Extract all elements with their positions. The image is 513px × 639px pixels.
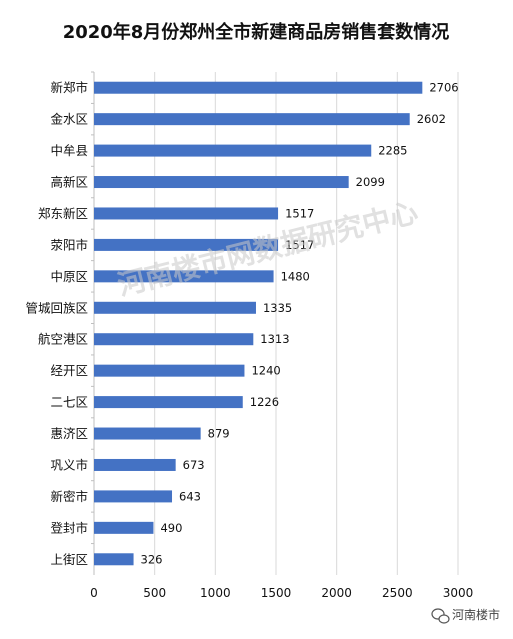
bar xyxy=(94,301,256,314)
category-label: 二七区 xyxy=(50,395,88,410)
chart-title: 2020年8月份郑州全市新建商品房销售套数情况 xyxy=(63,21,450,43)
data-label: 1226 xyxy=(250,395,279,409)
x-tick-label: 3000 xyxy=(443,586,474,600)
bar xyxy=(94,458,176,471)
bar xyxy=(94,490,173,503)
footer-logo: 河南楼市 xyxy=(431,607,500,624)
category-label: 高新区 xyxy=(50,175,88,190)
x-tick-label: 500 xyxy=(143,586,166,600)
x-tick-label: 2500 xyxy=(382,586,413,600)
category-label: 巩义市 xyxy=(50,457,88,472)
bar xyxy=(94,553,134,566)
bar xyxy=(94,396,243,409)
data-label: 326 xyxy=(141,552,163,566)
category-label: 新密市 xyxy=(50,489,88,504)
bars: 2706 2602 2285 2099 1517 1517 1480 1335 1313 1240… xyxy=(94,81,459,566)
bar xyxy=(94,144,372,157)
bar xyxy=(94,427,201,440)
category-label: 郑东新区 xyxy=(38,206,88,221)
bar xyxy=(94,207,279,220)
x-axis-ticks: 0 500 1000 1500 2000 2500 3000 xyxy=(90,586,473,600)
category-label: 惠济区 xyxy=(50,426,88,441)
category-labels: 新郑市金水区中牟县高新区郑东新区荥阳市中原区管城回族区航空港区经开区二七区惠济区… xyxy=(25,71,94,567)
category-label: 航空港区 xyxy=(38,332,88,347)
data-label: 673 xyxy=(183,458,205,472)
category-label: 管城回族区 xyxy=(25,300,88,315)
bar xyxy=(94,238,279,251)
data-label: 1517 xyxy=(285,206,314,220)
data-label: 2285 xyxy=(378,144,407,158)
data-label: 1335 xyxy=(263,301,292,315)
wechat-icon xyxy=(431,608,450,624)
category-label: 经开区 xyxy=(50,363,88,378)
bar xyxy=(94,270,274,283)
category-label: 新郑市 xyxy=(50,80,88,95)
category-label: 中牟县 xyxy=(50,143,88,158)
category-label: 登封市 xyxy=(50,520,88,535)
data-label: 1240 xyxy=(251,364,280,378)
data-label: 1480 xyxy=(281,269,310,283)
x-tick-label: 2000 xyxy=(321,586,352,600)
logo-text: 河南楼市 xyxy=(452,607,500,622)
category-label: 上街区 xyxy=(50,552,88,567)
data-label: 1517 xyxy=(285,238,314,252)
data-label: 2706 xyxy=(429,81,458,95)
data-label: 2602 xyxy=(417,112,446,126)
data-label: 643 xyxy=(179,489,201,503)
data-label: 490 xyxy=(160,521,182,535)
bar xyxy=(94,81,423,94)
data-label: 2099 xyxy=(356,175,385,189)
data-label: 1313 xyxy=(260,332,289,346)
bar xyxy=(94,364,245,377)
x-tick-label: 0 xyxy=(90,586,98,600)
bar xyxy=(94,521,154,534)
bar xyxy=(94,113,410,126)
x-tick-label: 1500 xyxy=(261,586,292,600)
category-label: 金水区 xyxy=(50,112,88,127)
x-tick-label: 1000 xyxy=(200,586,231,600)
data-label: 879 xyxy=(208,427,230,441)
category-label: 荥阳市 xyxy=(50,237,88,252)
category-label: 中原区 xyxy=(50,269,88,284)
bar xyxy=(94,176,349,189)
bar xyxy=(94,333,254,346)
